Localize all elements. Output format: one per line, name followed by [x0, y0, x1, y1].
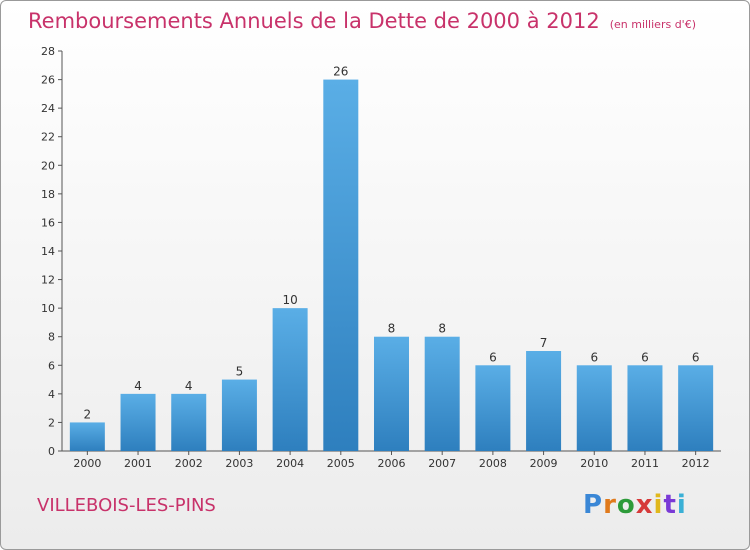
bar: [576, 365, 612, 451]
bar-value-label: 10: [282, 293, 297, 307]
bar: [69, 422, 105, 451]
logo-letter: r: [603, 490, 617, 520]
logo-letter: P: [583, 490, 604, 520]
bar-value-label: 4: [134, 379, 142, 393]
y-tick-label: 10: [41, 302, 55, 315]
x-tick-label: 2008: [479, 457, 507, 470]
y-tick-label: 12: [41, 274, 55, 287]
x-tick-label: 2006: [378, 457, 406, 470]
logo-letter: x: [635, 490, 654, 520]
y-tick-label: 20: [41, 159, 55, 172]
bar: [120, 393, 156, 451]
x-tick-label: 2011: [631, 457, 659, 470]
y-tick-label: 24: [41, 102, 55, 115]
bar-value-label: 6: [489, 350, 497, 364]
chart-unit: (en milliers d'€): [609, 18, 696, 31]
bar: [678, 365, 714, 451]
bar: [374, 336, 409, 451]
bar: [272, 308, 308, 451]
x-tick-label: 2009: [530, 457, 558, 470]
y-tick-label: 6: [48, 359, 55, 372]
bar-value-label: 4: [185, 379, 193, 393]
x-tick-label: 2012: [682, 457, 710, 470]
x-tick-label: 2005: [327, 457, 355, 470]
bar-value-label: 6: [641, 350, 649, 364]
x-tick-label: 2000: [73, 457, 101, 470]
y-tick-label: 22: [41, 131, 55, 144]
bar: [475, 365, 511, 451]
chart-title: Remboursements Annuels de la Dette de 20…: [28, 9, 696, 33]
bar: [627, 365, 663, 451]
logo-letter: t: [663, 490, 677, 520]
chart-title-text: Remboursements Annuels de la Dette de 20…: [28, 9, 600, 33]
x-tick-label: 2002: [175, 457, 203, 470]
bar-value-label: 26: [333, 65, 348, 79]
y-tick-label: 2: [48, 416, 55, 429]
y-tick-label: 18: [41, 188, 55, 201]
proxiti-logo: Proxiti: [583, 490, 687, 520]
bar-value-label: 7: [540, 336, 548, 350]
logo-letter: o: [616, 490, 636, 520]
x-axis: 2000 2001 2002 2003 2004 2005 2006 2007 2008 2009…: [62, 450, 721, 470]
x-tick-label: 2003: [225, 457, 253, 470]
y-tick-label: 4: [48, 388, 55, 401]
y-tick-label: 8: [48, 331, 55, 344]
x-tick-label: 2010: [580, 457, 608, 470]
bar-value-label: 6: [692, 350, 700, 364]
x-tick-label: 2007: [428, 457, 456, 470]
y-tick-label: 28: [41, 45, 55, 58]
bar: [323, 79, 359, 452]
bar: [171, 393, 207, 451]
logo-letter: i: [653, 490, 664, 520]
bar-value-label: 8: [388, 322, 396, 336]
logo-letter: i: [676, 490, 687, 520]
bar: [221, 379, 257, 451]
y-tick-label: 0: [48, 445, 55, 458]
bar-value-label: 8: [438, 322, 446, 336]
bar-value-label: 6: [590, 350, 598, 364]
y-tick-label: 26: [41, 74, 55, 87]
x-tick-label: 2004: [276, 457, 304, 470]
bar: [526, 351, 562, 451]
bars: 2 4 4 5 10 26 8 8 6 7 6 6 6: [69, 65, 714, 452]
y-tick-label: 14: [41, 245, 55, 258]
bar-value-label: 5: [236, 365, 244, 379]
bar-value-label: 2: [84, 407, 92, 421]
bar: [424, 336, 460, 451]
y-tick-label: 16: [41, 216, 55, 229]
x-tick-label: 2001: [124, 457, 152, 470]
town-name: VILLEBOIS-LES-PINS: [37, 495, 216, 516]
